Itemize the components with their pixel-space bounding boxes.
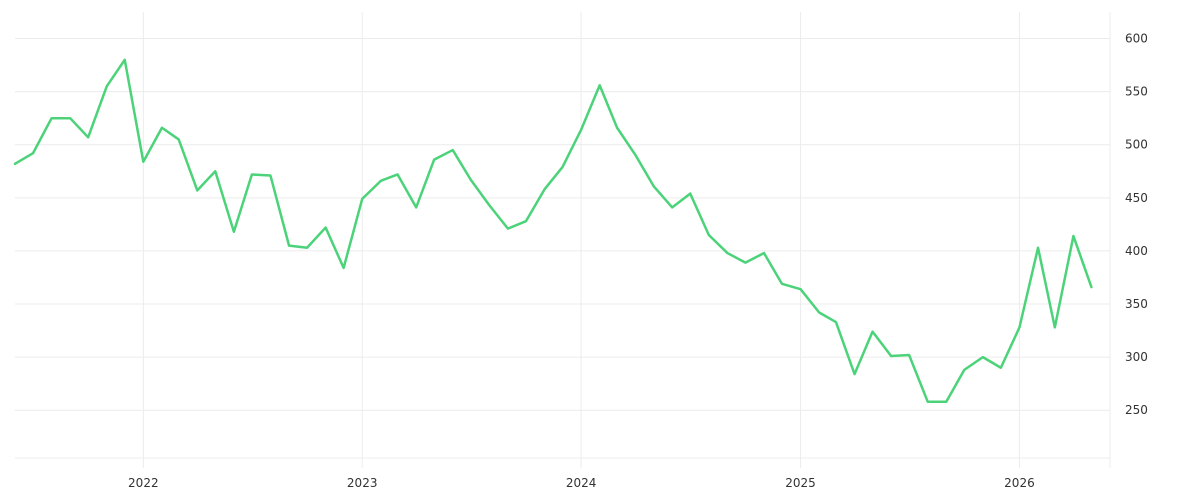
series-layer [15, 60, 1092, 402]
x-tick-label: 2022 [128, 476, 159, 490]
y-tick-label: 500 [1125, 138, 1148, 152]
x-tick-label: 2024 [566, 476, 597, 490]
x-tick-label: 2026 [1004, 476, 1035, 490]
y-tick-label: 450 [1125, 191, 1148, 205]
series-line [15, 60, 1091, 402]
grid-layer [15, 12, 1110, 468]
y-tick-label: 250 [1125, 403, 1148, 417]
y-tick-label: 300 [1125, 350, 1148, 364]
x-tick-label: 2025 [785, 476, 816, 490]
y-tick-label: 600 [1125, 32, 1148, 46]
y-tick-label: 550 [1125, 85, 1148, 99]
y-tick-label: 400 [1125, 244, 1148, 258]
x-tick-label: 2023 [347, 476, 378, 490]
y-tick-label: 350 [1125, 297, 1148, 311]
